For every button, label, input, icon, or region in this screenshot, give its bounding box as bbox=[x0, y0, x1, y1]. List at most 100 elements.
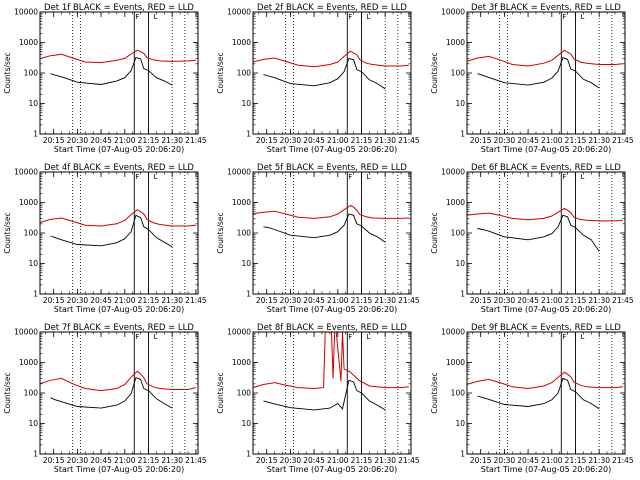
x-axis-label: Start Time (07-Aug-05 20:06:20) bbox=[54, 305, 185, 314]
x-tick-label: 21:00 bbox=[541, 456, 563, 465]
y-tick-label: 100 bbox=[24, 69, 39, 78]
x-tick-label: 20:45 bbox=[90, 296, 112, 305]
y-tick-label: 100 bbox=[451, 389, 466, 398]
x-axis-label: Start Time (07-Aug-05 20:06:20) bbox=[267, 145, 398, 154]
events-series-line bbox=[477, 377, 600, 410]
y-tick-label: 10000 bbox=[227, 328, 251, 337]
y-tick-label: 1 bbox=[246, 130, 251, 139]
lld-series-line bbox=[39, 49, 196, 64]
plot-frame bbox=[39, 11, 199, 135]
lld-series-line bbox=[466, 371, 623, 390]
start-marker-label: F bbox=[562, 13, 566, 21]
x-tick-label: 21:45 bbox=[398, 456, 420, 465]
x-tick-label: 21:30 bbox=[161, 136, 183, 145]
x-tick-label: 21:30 bbox=[588, 296, 610, 305]
x-tick-label: 21:00 bbox=[327, 456, 349, 465]
x-tick-label: 21:45 bbox=[398, 296, 420, 305]
y-axis-label: Counts/sec bbox=[430, 372, 439, 413]
x-tick-label: 21:15 bbox=[565, 456, 587, 465]
y-tick-label: 1 bbox=[33, 130, 38, 139]
end-marker-label: L bbox=[366, 173, 370, 181]
y-tick-label: 10 bbox=[28, 419, 38, 428]
x-tick-label: 21:00 bbox=[114, 296, 136, 305]
x-tick-label: 20:45 bbox=[303, 296, 325, 305]
x-tick-label: 20:15 bbox=[256, 456, 278, 465]
end-marker-label: L bbox=[153, 13, 157, 21]
plot-frame bbox=[39, 331, 199, 455]
x-tick-label: 20:45 bbox=[303, 136, 325, 145]
x-tick-label: 21:15 bbox=[138, 136, 160, 145]
x-tick-label: 20:45 bbox=[303, 456, 325, 465]
x-tick-label: 20:30 bbox=[67, 136, 89, 145]
y-tick-label: 100 bbox=[24, 389, 39, 398]
end-marker-label: L bbox=[580, 13, 584, 21]
panel-title: Det 6f BLACK = Events, RED = LLD bbox=[471, 163, 621, 173]
x-tick-label: 21:30 bbox=[588, 136, 610, 145]
plot-frame bbox=[466, 331, 626, 455]
events-series-line bbox=[477, 214, 600, 252]
x-tick-label: 20:15 bbox=[470, 136, 492, 145]
panel-title: Det 2f BLACK = Events, RED = LLD bbox=[257, 3, 407, 13]
x-tick-label: 20:15 bbox=[470, 296, 492, 305]
x-axis-label: Start Time (07-Aug-05 20:06:20) bbox=[267, 305, 398, 314]
y-tick-label: 1 bbox=[246, 290, 251, 299]
y-axis-label: Counts/sec bbox=[3, 52, 12, 93]
y-tick-label: 1000 bbox=[19, 358, 38, 367]
start-marker-label: F bbox=[135, 333, 139, 341]
x-tick-label: 20:45 bbox=[90, 136, 112, 145]
start-marker-label: F bbox=[348, 13, 352, 21]
y-tick-label: 10 bbox=[241, 419, 251, 428]
x-tick-label: 21:15 bbox=[138, 456, 160, 465]
lld-series-line bbox=[466, 207, 623, 222]
plot-frame bbox=[39, 171, 199, 295]
y-axis-label: Counts/sec bbox=[430, 212, 439, 253]
x-axis-label: Start Time (07-Aug-05 20:06:20) bbox=[481, 305, 612, 314]
plot-frame bbox=[252, 11, 412, 135]
y-tick-label: 10000 bbox=[14, 8, 38, 17]
y-tick-label: 100 bbox=[237, 69, 252, 78]
panel-title: Det 7f BLACK = Events, RED = LLD bbox=[44, 323, 194, 333]
y-tick-label: 10000 bbox=[441, 328, 465, 337]
x-tick-label: 21:30 bbox=[161, 296, 183, 305]
x-tick-label: 20:15 bbox=[470, 456, 492, 465]
lld-series-line bbox=[252, 50, 409, 68]
lld-series-line bbox=[39, 370, 197, 392]
x-tick-label: 21:45 bbox=[185, 296, 207, 305]
x-tick-label: 20:15 bbox=[256, 136, 278, 145]
x-axis-label: Start Time (07-Aug-05 20:06:20) bbox=[267, 465, 398, 474]
y-axis-label: Counts/sec bbox=[216, 52, 225, 93]
panel-title: Det 5f BLACK = Events, RED = LLD bbox=[257, 163, 407, 173]
x-tick-label: 20:30 bbox=[280, 296, 302, 305]
x-tick-label: 21:30 bbox=[588, 456, 610, 465]
end-marker-label: L bbox=[580, 333, 584, 341]
y-tick-label: 1000 bbox=[19, 38, 38, 47]
y-tick-label: 1000 bbox=[446, 38, 465, 47]
x-tick-label: 21:30 bbox=[374, 136, 396, 145]
x-tick-label: 21:15 bbox=[565, 296, 587, 305]
y-tick-label: 10 bbox=[241, 99, 251, 108]
y-tick-label: 100 bbox=[237, 229, 252, 238]
y-tick-label: 1000 bbox=[446, 358, 465, 367]
start-marker-label: F bbox=[348, 333, 352, 341]
x-tick-label: 21:45 bbox=[612, 136, 634, 145]
end-marker-label: L bbox=[366, 13, 370, 21]
y-tick-label: 10000 bbox=[441, 8, 465, 17]
y-tick-label: 1000 bbox=[232, 38, 251, 47]
y-tick-label: 10 bbox=[455, 99, 465, 108]
x-tick-label: 21:45 bbox=[398, 136, 420, 145]
y-tick-label: 10000 bbox=[441, 168, 465, 177]
x-tick-label: 21:45 bbox=[612, 296, 634, 305]
y-tick-label: 1 bbox=[460, 450, 465, 459]
x-tick-label: 21:15 bbox=[351, 136, 373, 145]
x-axis-label: Start Time (07-Aug-05 20:06:20) bbox=[481, 465, 612, 474]
start-marker-label: F bbox=[135, 13, 139, 21]
end-marker-label: L bbox=[153, 333, 157, 341]
y-tick-label: 1000 bbox=[19, 198, 38, 207]
x-axis-label: Start Time (07-Aug-05 20:06:20) bbox=[54, 465, 185, 474]
y-tick-label: 10 bbox=[241, 259, 251, 268]
y-tick-label: 10 bbox=[455, 259, 465, 268]
x-tick-label: 20:45 bbox=[517, 136, 539, 145]
